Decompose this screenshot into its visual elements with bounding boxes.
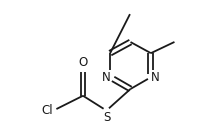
Text: S: S [103, 111, 110, 124]
Text: N: N [151, 71, 160, 84]
Text: N: N [101, 71, 110, 84]
Text: Cl: Cl [42, 104, 53, 117]
Text: O: O [78, 56, 88, 69]
